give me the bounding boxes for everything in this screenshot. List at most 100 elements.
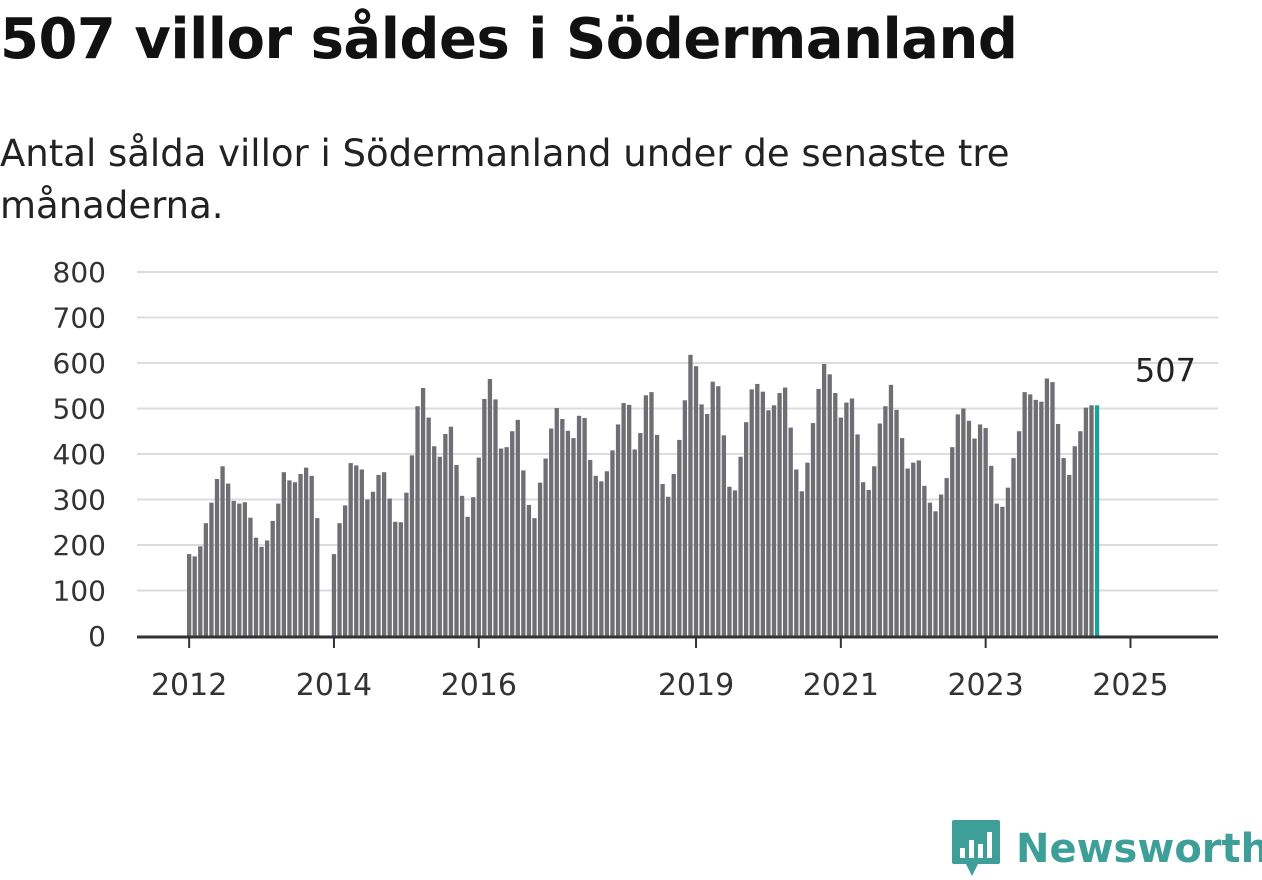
bar: [1011, 458, 1016, 636]
x-tick-label: 2023: [947, 668, 1023, 703]
bar: [309, 475, 314, 636]
bar: [927, 502, 933, 636]
bar: [504, 447, 509, 636]
bar: [270, 520, 275, 636]
chart-title: 507 villor såldes i Södermanland: [0, 7, 1018, 72]
bar: [264, 540, 270, 636]
bar: [599, 481, 604, 636]
bar: [404, 492, 409, 636]
x-tick-label: 2019: [658, 668, 734, 703]
bar: [498, 448, 504, 636]
bar: [944, 478, 949, 636]
bar: [627, 404, 632, 636]
bar: [225, 483, 231, 636]
bar: [966, 420, 972, 636]
bar: [342, 505, 348, 636]
x-tick-label: 2025: [1092, 668, 1168, 703]
bar: [866, 489, 871, 636]
bar: [860, 482, 866, 636]
bar: [253, 537, 259, 636]
bar: [994, 503, 999, 636]
bar: [1078, 431, 1083, 636]
bar: [298, 474, 303, 636]
bar: [437, 456, 442, 636]
bar: [788, 427, 793, 636]
bar: [303, 467, 309, 636]
bar: [827, 374, 832, 636]
bar: [699, 404, 704, 636]
y-tick-label: 800: [53, 256, 106, 289]
bar: [203, 523, 209, 636]
bar: [1022, 392, 1027, 636]
x-axis-ticks: 2012 2014 2016 2019 2021 2023 2025: [151, 638, 1169, 703]
y-tick-label: 0: [88, 620, 106, 653]
bar: [454, 464, 459, 636]
bar: [370, 491, 376, 636]
x-tick-label: 2012: [151, 668, 227, 703]
bar: [549, 428, 554, 636]
bar: [872, 466, 877, 636]
bar: [916, 460, 921, 636]
bar: [192, 556, 197, 636]
bar: [810, 423, 816, 636]
bar: [487, 378, 493, 636]
bar: [610, 450, 615, 636]
y-tick-label: 200: [53, 529, 106, 562]
bar: [1000, 506, 1005, 636]
bar: [760, 391, 766, 636]
bar: [510, 431, 515, 636]
bar: [214, 479, 220, 636]
bar: [476, 457, 481, 636]
bar: [560, 418, 565, 636]
bar: [732, 490, 738, 636]
bar: [588, 459, 593, 636]
bar: [1089, 405, 1094, 636]
bar: [933, 511, 938, 636]
brand-name: Newsworthy: [1016, 826, 1262, 872]
bar: [526, 504, 532, 636]
bar: [833, 393, 838, 636]
bar: [521, 470, 526, 636]
bar: [654, 434, 660, 636]
bar: [443, 433, 448, 636]
bar: [1050, 382, 1055, 636]
bar: [409, 455, 415, 636]
y-tick-label: 100: [53, 575, 106, 608]
bar: [242, 502, 247, 636]
x-tick-label: 2021: [803, 668, 879, 703]
bar: [398, 522, 403, 636]
bar: [465, 516, 470, 636]
y-tick-label: 500: [53, 393, 106, 426]
bar: [281, 472, 286, 636]
bar: [983, 428, 988, 636]
bar: [231, 500, 236, 636]
bar: [315, 518, 320, 636]
bar: [660, 484, 665, 636]
bar: [209, 502, 214, 636]
bar: [649, 392, 654, 636]
bar: [777, 393, 782, 636]
bar: [415, 406, 420, 636]
y-tick-label: 300: [53, 484, 106, 517]
bar: [989, 465, 994, 636]
bar: [554, 408, 559, 636]
bar: [849, 398, 855, 636]
bar: [782, 387, 788, 636]
bar: [905, 468, 910, 636]
bar: [955, 414, 960, 636]
bar: [950, 447, 955, 636]
bar: [838, 417, 843, 636]
bar: [198, 546, 203, 636]
bar: [844, 402, 849, 636]
y-axis-ticks: 0 100 200 300 400 500 600 700 800: [53, 256, 106, 653]
bar: [1067, 474, 1072, 636]
bar: [666, 496, 671, 636]
bar: [571, 438, 576, 636]
bar-latest: [1094, 405, 1100, 636]
bar: [565, 430, 571, 636]
bar: [471, 497, 476, 636]
bar: [459, 495, 465, 636]
bar: [532, 518, 537, 636]
bar: [755, 383, 760, 636]
last-value-label: 507: [1135, 351, 1196, 389]
